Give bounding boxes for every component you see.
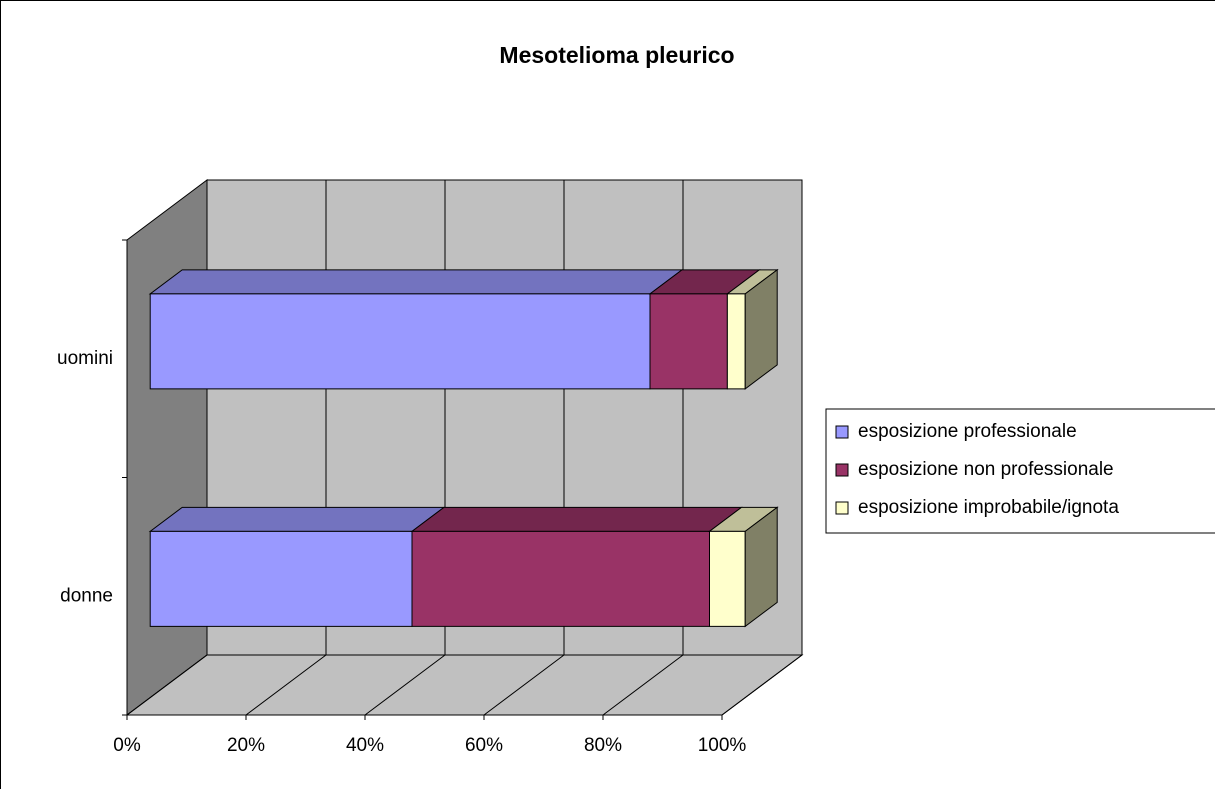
x-tick-label: 0% — [113, 735, 141, 756]
bar — [726, 293, 746, 390]
floor — [125, 654, 804, 716]
x-tick-label: 60% — [465, 735, 503, 756]
legend: esposizione professionale esposizione non… — [825, 408, 1215, 534]
bar-top — [148, 269, 684, 295]
legend-swatch — [835, 463, 849, 477]
legend-swatch — [835, 501, 849, 515]
grid-line — [721, 654, 803, 716]
grid-line — [126, 654, 208, 716]
y-tick-label: uomini — [57, 348, 113, 369]
bar-side — [744, 268, 778, 390]
bar — [709, 530, 746, 627]
bar-side — [744, 506, 778, 628]
left-wall — [126, 179, 208, 716]
x-tick-label: 80% — [584, 735, 622, 756]
bar — [411, 530, 710, 627]
x-tick-label: 100% — [698, 735, 747, 756]
legend-label: esposizione non professionale — [858, 459, 1114, 480]
x-tick-label: 40% — [346, 735, 384, 756]
grid-line — [245, 654, 327, 716]
y-tick-label: donne — [60, 585, 113, 606]
bar-top — [410, 506, 744, 532]
grid-line — [602, 654, 684, 716]
bar-top — [148, 506, 446, 532]
x-tick-label: 20% — [227, 735, 265, 756]
chart-title: Mesotelioma pleurico — [499, 42, 734, 68]
bar — [149, 530, 413, 627]
grid-line — [364, 654, 446, 716]
legend-label: esposizione improbabile/ignota — [858, 497, 1119, 518]
grid-line — [483, 654, 565, 716]
legend-box — [825, 408, 1215, 534]
legend-swatch — [835, 425, 849, 439]
bar — [149, 293, 651, 390]
bar — [649, 293, 728, 390]
legend-label: esposizione professionale — [858, 421, 1077, 442]
